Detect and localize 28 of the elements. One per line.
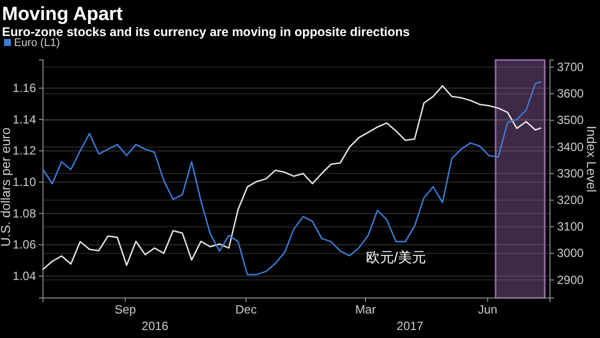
y2-tick-label: 3400 [557, 140, 584, 154]
y2-tick-label: 3700 [557, 60, 584, 74]
y-tick-label: 1.14 [12, 112, 36, 126]
y-tick-label: 1.12 [12, 144, 36, 158]
x-tick-label: Mar [355, 302, 376, 317]
y2-tick-label: 3000 [557, 246, 584, 260]
y2-tick-label: 3600 [557, 86, 584, 101]
y2-tick-label: 2900 [557, 272, 584, 287]
y2-tick-label: 3200 [557, 192, 584, 207]
legend-label: Euro (L1) [14, 37, 60, 49]
y-axis-title: U.S. dollars per euro [0, 127, 13, 247]
y2-axis-title: Index Level [584, 126, 599, 192]
y2-tick-label: 3300 [557, 166, 584, 180]
text: 2016 [142, 319, 169, 333]
y-tick-label: 1.16 [12, 81, 36, 96]
y-tick-label: 1.10 [12, 174, 36, 189]
y2-tick-label: 3500 [557, 113, 584, 128]
chart-subtitle: Euro-zone stocks and its currency are moving in opposite directions [2, 25, 410, 39]
text: 2017 [396, 319, 424, 333]
x-tick-label: Jun [478, 302, 498, 317]
annotation: 欧元/美元 [366, 249, 426, 265]
y-tick-label: 1.04 [12, 268, 36, 283]
y2-tick-label: 3100 [557, 220, 584, 234]
chart-title: Moving Apart [2, 4, 124, 25]
x-tick-label: Dec [235, 302, 257, 317]
y-tick-label: 1.06 [12, 238, 36, 252]
x-tick-label: Sep [114, 302, 136, 317]
y-tick-label: 1.08 [12, 206, 36, 220]
